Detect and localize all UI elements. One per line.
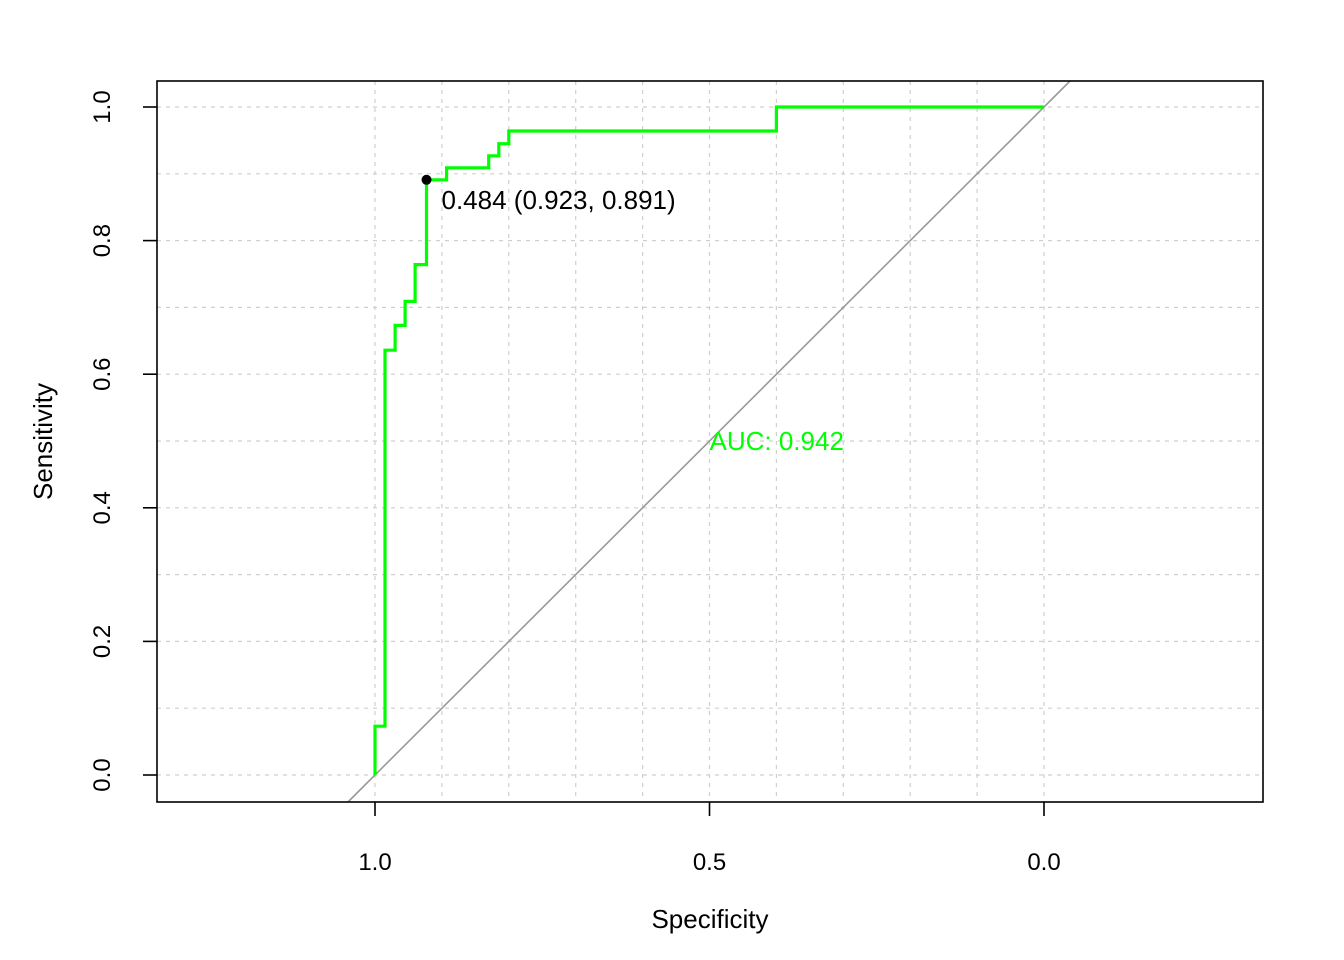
- auc-label: AUC: 0.942: [710, 426, 844, 456]
- x-axis-title: Specificity: [651, 904, 768, 934]
- y-tick-label: 0.4: [89, 491, 116, 524]
- grid-lines: [157, 81, 1263, 802]
- y-tick-label: 0.0: [89, 758, 116, 791]
- x-axis-ticks: 1.0 0.5 0.0: [358, 802, 1061, 876]
- chance-diagonal-line: [347, 80, 1071, 803]
- y-tick-label: 0.6: [89, 358, 116, 391]
- y-axis-title: Sensitivity: [28, 383, 58, 500]
- best-threshold-label: 0.484 (0.923, 0.891): [442, 185, 676, 215]
- x-tick-label: 0.5: [693, 849, 726, 876]
- y-tick-label: 1.0: [89, 90, 116, 123]
- x-tick-label: 0.0: [1027, 849, 1060, 876]
- x-tick-label: 1.0: [358, 849, 391, 876]
- y-axis-ticks: 0.0 0.2 0.4 0.6 0.8 1.0: [89, 90, 157, 792]
- y-tick-label: 0.8: [89, 224, 116, 257]
- y-tick-label: 0.2: [89, 625, 116, 658]
- best-threshold-point: [421, 174, 432, 185]
